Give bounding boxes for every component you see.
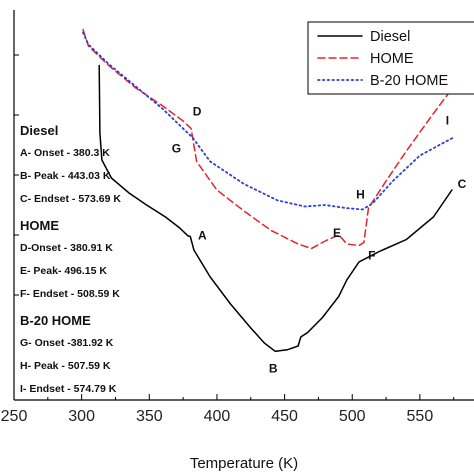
x-axis-ticks: 250 300 350 400 450 500 550: [1, 394, 455, 425]
x-tick-label: 250: [1, 408, 28, 425]
annotation-line: G- Onset -381.92 K: [20, 337, 114, 349]
legend-label: Diesel: [370, 29, 410, 45]
annotation-line: D-Onset - 380.91 K: [20, 242, 113, 254]
x-tick-label: 550: [407, 408, 434, 425]
annotation-line: C- Endset - 573.69 K: [20, 193, 121, 205]
legend: Diesel HOME B-20 HOME: [307, 21, 474, 95]
legend-label: B-20 HOME: [370, 73, 448, 89]
legend-label: HOME: [370, 51, 414, 67]
point-label-g: G: [172, 142, 181, 156]
x-tick-label: 450: [271, 408, 298, 425]
series-line-b-20-home: [82, 31, 455, 211]
annotation-line: H- Peak - 507.59 K: [20, 360, 111, 372]
point-label-e: E: [333, 226, 341, 240]
annotation-heading: B-20 HOME: [20, 313, 91, 328]
point-label-a: A: [198, 229, 207, 243]
plot-area: [13, 10, 474, 401]
annotation-line: B- Peak - 443.03 K: [20, 170, 111, 182]
x-tick-label: 500: [339, 408, 366, 425]
series-line-home: [82, 28, 455, 250]
annotation-line: I- Endset - 574.79 K: [20, 383, 117, 395]
point-label-f: F: [368, 249, 375, 263]
point-label-c: C: [458, 177, 467, 191]
x-tick-label: 350: [136, 408, 163, 425]
point-label-d: D: [193, 105, 202, 119]
x-tick-label: 400: [204, 408, 231, 425]
series-layer: [82, 28, 455, 353]
annotation-line: A- Onset - 380.3 K: [20, 147, 110, 159]
annotation-block: Diesel A- Onset - 380.3 K B- Peak - 443.03…: [20, 123, 121, 395]
point-label-h: H: [356, 188, 365, 202]
point-labels: A B C D E F G H I: [172, 105, 467, 376]
annotation-heading: HOME: [20, 218, 59, 233]
annotation-heading: Diesel: [20, 123, 58, 138]
annotation-line: E- Peak- 496.15 K: [20, 265, 107, 277]
point-label-b: B: [269, 361, 278, 375]
point-label-i: I: [446, 114, 449, 128]
annotation-line: F- Endset - 508.59 K: [20, 288, 120, 300]
x-axis-title: Temperature (K): [190, 455, 298, 472]
x-tick-label: 300: [68, 408, 95, 425]
series-line-diesel: [98, 64, 453, 353]
